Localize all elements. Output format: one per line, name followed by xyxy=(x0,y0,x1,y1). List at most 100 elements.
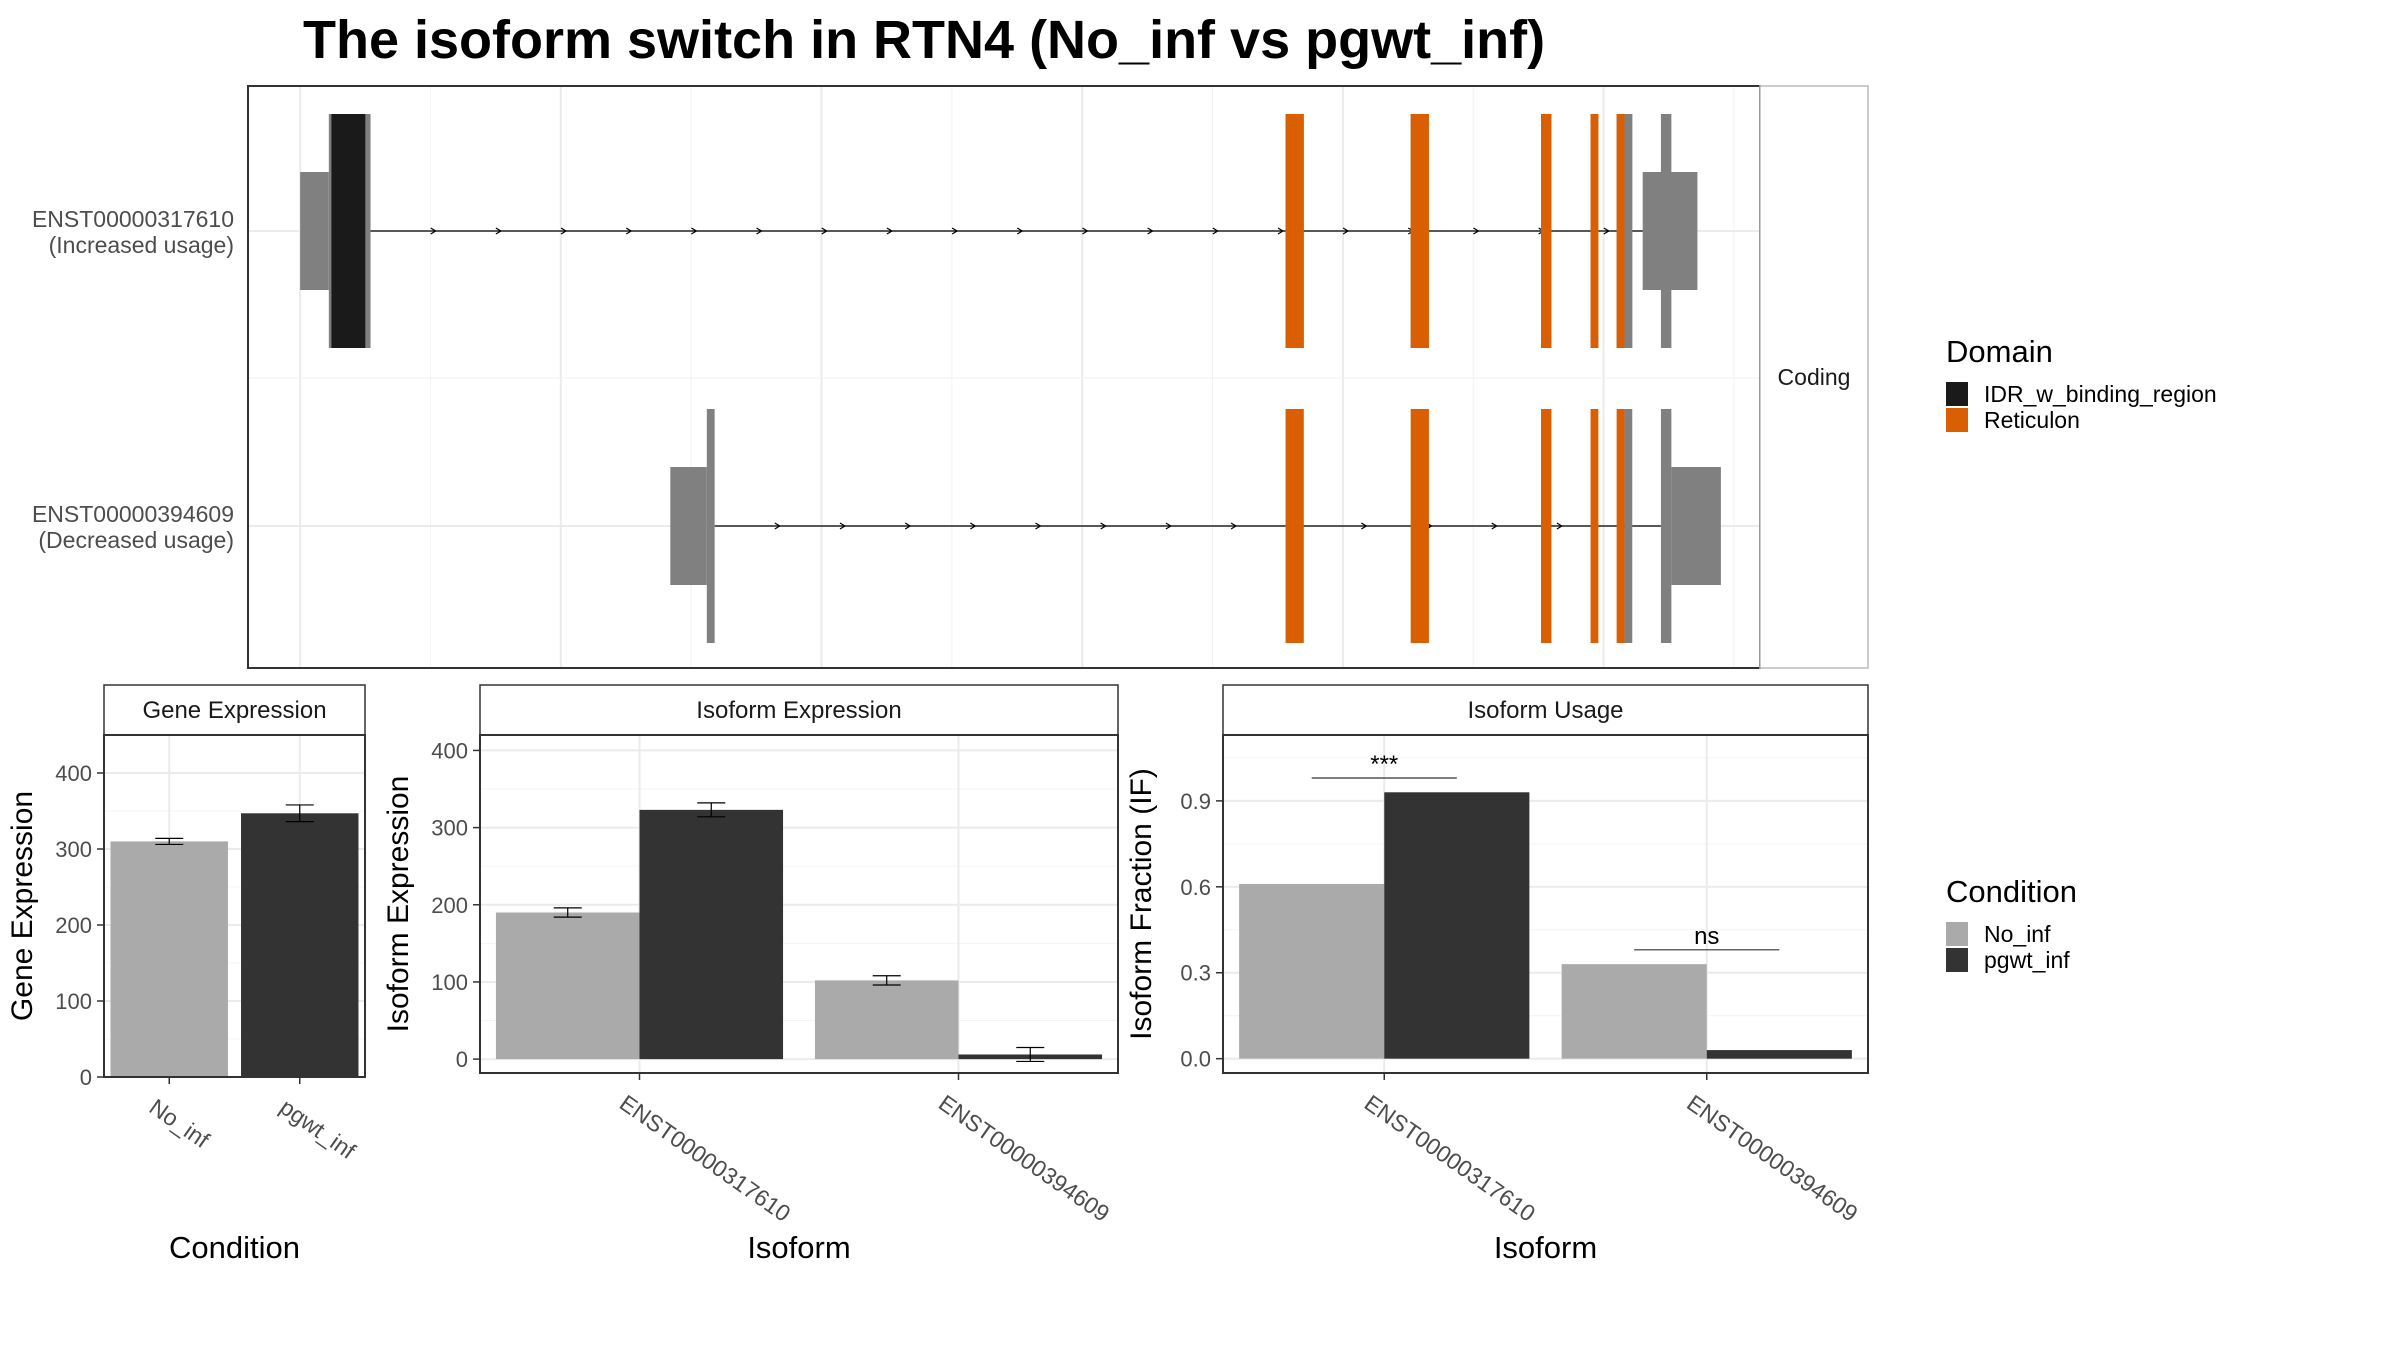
track-label-id: ENST00000317610 xyxy=(32,206,234,232)
bar-no-inf xyxy=(1239,883,1385,1059)
y-tick-label: 0.3 xyxy=(1180,961,1211,986)
panel-border xyxy=(479,734,1119,1074)
intron-arrow xyxy=(1277,227,1285,235)
panel-strip xyxy=(479,684,1119,736)
domain-legend-swatch xyxy=(1946,382,1968,406)
intron-arrow xyxy=(1230,522,1238,530)
y-axis-title: Gene Expression xyxy=(6,791,39,1021)
intron-arrow xyxy=(560,227,568,235)
intron-arrow xyxy=(1491,522,1498,530)
intron-arrow xyxy=(821,227,828,235)
intron-arrow xyxy=(970,522,977,530)
condition-legend-label: No_inf xyxy=(1984,921,2051,947)
gene-expression-chart: Gene Expression 0 100 200 300 400 No_inf pgwt_i… xyxy=(6,684,366,1265)
intron-arrow xyxy=(951,227,959,235)
intron-arrow xyxy=(839,522,847,530)
y-tick-label: 100 xyxy=(431,970,468,995)
structure-panel: ENST00000317610(Increased usage) ENST0000… xyxy=(32,85,1869,669)
intron-arrow xyxy=(430,227,437,235)
intron-arrow xyxy=(886,227,894,235)
intron-arrow xyxy=(625,227,633,235)
y-tick-label: 0.6 xyxy=(1180,875,1211,900)
condition-legend-title: Condition xyxy=(1946,874,2077,909)
domain-block-reticulon xyxy=(1616,409,1625,643)
x-tick-label: ENST00000317610 xyxy=(1360,1090,1540,1227)
isoform-expression-chart: Isoform Expression 0 100 200 300 400 ENST00000… xyxy=(382,684,1119,1265)
y-tick-label: 0.0 xyxy=(1180,1047,1211,1072)
transcript-track-ENST00000317610 xyxy=(300,114,1698,348)
figure-title: The isoform switch in RTN4 (No_inf vs pg… xyxy=(303,10,1545,70)
bar-no-inf xyxy=(495,912,640,1060)
structure-panel-bg xyxy=(248,86,1760,668)
domain-legend-title: Domain xyxy=(1946,334,2053,369)
y-axis-title: Isoform Expression xyxy=(382,776,415,1033)
domain-block-reticulon xyxy=(1285,409,1304,643)
x-axis-title: Condition xyxy=(169,1230,300,1265)
x-tick-label: ENST00000394609 xyxy=(1682,1090,1862,1227)
utr-exon xyxy=(300,172,329,290)
y-tick-label: 200 xyxy=(55,913,92,938)
y-tick-label: 0 xyxy=(456,1047,468,1072)
x-tick-label: pgwt_inf xyxy=(275,1094,361,1165)
intron-arrow xyxy=(1035,522,1042,530)
domain-legend-label: IDR_w_binding_region xyxy=(1984,381,2217,407)
condition-legend-swatch xyxy=(1946,948,1968,972)
domain-block-reticulon xyxy=(1285,114,1304,348)
y-tick-label: 100 xyxy=(55,989,92,1014)
domain-block-idr-w-binding-region xyxy=(331,114,366,348)
y-axis-title: Isoform Fraction (IF) xyxy=(1125,768,1158,1040)
domain-block-reticulon xyxy=(1616,114,1625,348)
bar-no-inf xyxy=(110,841,228,1077)
y-tick-label: 0.9 xyxy=(1180,789,1211,814)
domain-block-reticulon xyxy=(1541,114,1552,348)
coding-exon xyxy=(706,409,715,643)
utr-exon xyxy=(670,467,707,585)
coding-exon xyxy=(1660,114,1672,348)
y-tick-label: 200 xyxy=(431,893,468,918)
x-tick-label: No_inf xyxy=(145,1094,215,1154)
isoform-usage-chart: Isoform Usage *** ns 0.0 0.3 0.6 0.9 ENST000003… xyxy=(1125,684,1869,1265)
intron-arrow xyxy=(1147,227,1154,235)
intron-arrow xyxy=(1082,227,1089,235)
track-label-usage: (Decreased usage) xyxy=(38,527,234,553)
bar-pgwt-inf xyxy=(241,813,359,1077)
y-tick-label: 0 xyxy=(80,1065,92,1090)
domain-legend-label: Reticulon xyxy=(1984,407,2080,433)
significance-label: *** xyxy=(1370,751,1398,778)
y-tick-label: 400 xyxy=(55,761,92,786)
panel-border xyxy=(103,734,366,1078)
track-label-usage: (Increased usage) xyxy=(49,232,234,258)
intron-arrow xyxy=(691,227,698,235)
intron-arrow xyxy=(1603,227,1610,235)
domain-legend-swatch xyxy=(1946,408,1968,432)
intron-arrow xyxy=(1342,227,1350,235)
utr-exon xyxy=(1671,467,1721,585)
bar-pgwt-inf xyxy=(1706,1050,1852,1059)
coding-exon xyxy=(1624,409,1633,643)
panel-strip xyxy=(103,684,366,736)
bar-no-inf xyxy=(814,980,959,1060)
intron-arrow xyxy=(1165,522,1173,530)
intron-arrow xyxy=(1361,522,1368,530)
x-tick-label: ENST00000394609 xyxy=(934,1090,1114,1227)
x-tick-label: ENST00000317610 xyxy=(615,1090,795,1227)
x-axis-title: Isoform xyxy=(747,1230,850,1265)
condition-legend-swatch xyxy=(1946,922,1968,946)
panel-border xyxy=(1222,734,1869,1074)
domain-block-reticulon xyxy=(1410,114,1429,348)
intron-arrow xyxy=(1473,227,1480,235)
intron-arrow xyxy=(774,522,781,530)
structure-strip-label: Coding xyxy=(1778,364,1851,390)
domain-block-reticulon xyxy=(1590,114,1599,348)
x-axis-title: Isoform xyxy=(1494,1230,1597,1265)
domain-block-reticulon xyxy=(1541,409,1552,643)
panel-strip-title: Isoform Usage xyxy=(1467,697,1623,724)
panel-strip-title: Isoform Expression xyxy=(696,697,901,724)
bar-pgwt-inf xyxy=(639,809,784,1060)
intron-arrow xyxy=(1556,522,1564,530)
track-label-id: ENST00000394609 xyxy=(32,501,234,527)
intron-arrow xyxy=(495,227,503,235)
